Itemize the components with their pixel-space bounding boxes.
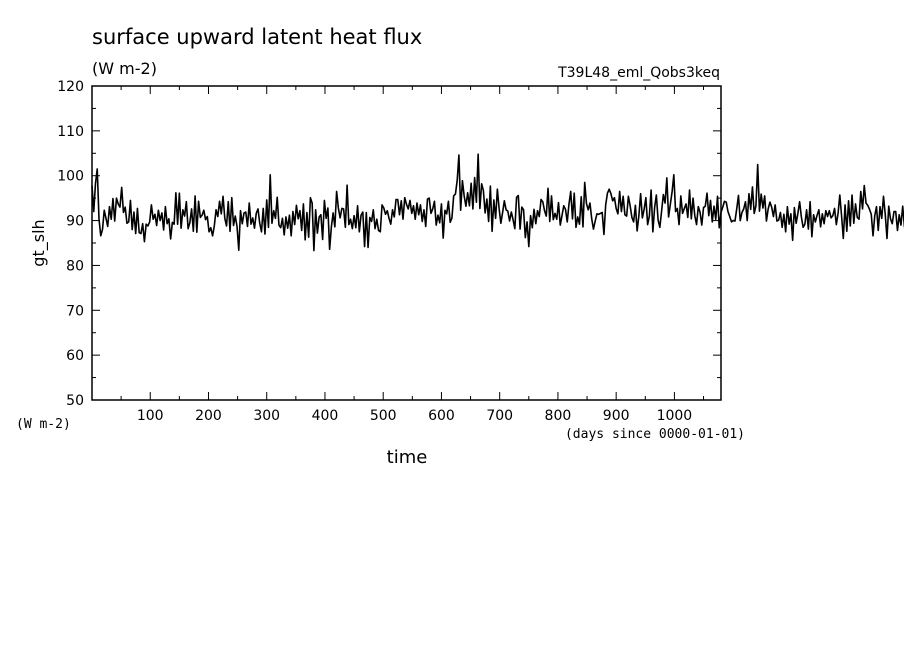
y-axis-label: gt_slh <box>29 219 49 266</box>
y-tick-label: 70 <box>66 303 84 319</box>
x-tick-label: 600 <box>428 408 455 424</box>
y-tick-label: 120 <box>57 79 84 95</box>
axis-ticks <box>92 85 721 401</box>
y-tick-label: 100 <box>57 169 84 185</box>
y-tick-label: 80 <box>66 258 84 274</box>
x-tick-label: 100 <box>137 408 164 424</box>
x-tick-label: 300 <box>253 408 280 424</box>
x-tick-label: 500 <box>370 408 397 424</box>
y-tick-label: 110 <box>57 124 84 140</box>
y-tick-label: 60 <box>66 348 84 364</box>
x-tick-label: 900 <box>603 408 630 424</box>
x-tick-label: 700 <box>486 408 513 424</box>
x-tick-label: 200 <box>195 408 222 424</box>
y-axis-units: (W m-2) <box>16 417 71 432</box>
x-axis-units: (days since 0000-01-01) <box>565 427 745 442</box>
chart-title: surface upward latent heat flux <box>92 25 422 49</box>
x-tick-label: 800 <box>545 408 572 424</box>
series-line <box>91 153 904 252</box>
y-tick-label: 50 <box>66 393 84 409</box>
x-tick-label: 1000 <box>657 408 693 424</box>
chart-subtitle: (W m-2) <box>92 59 157 78</box>
y-tick-label: 90 <box>66 214 84 230</box>
x-axis-label: time <box>387 447 428 468</box>
x-tick-label: 400 <box>312 408 339 424</box>
y-tick-labels: 50 60 70 80 90 100 110 120 <box>57 79 84 409</box>
plot-frame <box>91 85 722 401</box>
x-tick-labels: 100 200 300 400 500 600 700 800 900 1000 <box>137 408 692 424</box>
experiment-label: T39L48_eml_Qobs3keq <box>557 65 720 81</box>
